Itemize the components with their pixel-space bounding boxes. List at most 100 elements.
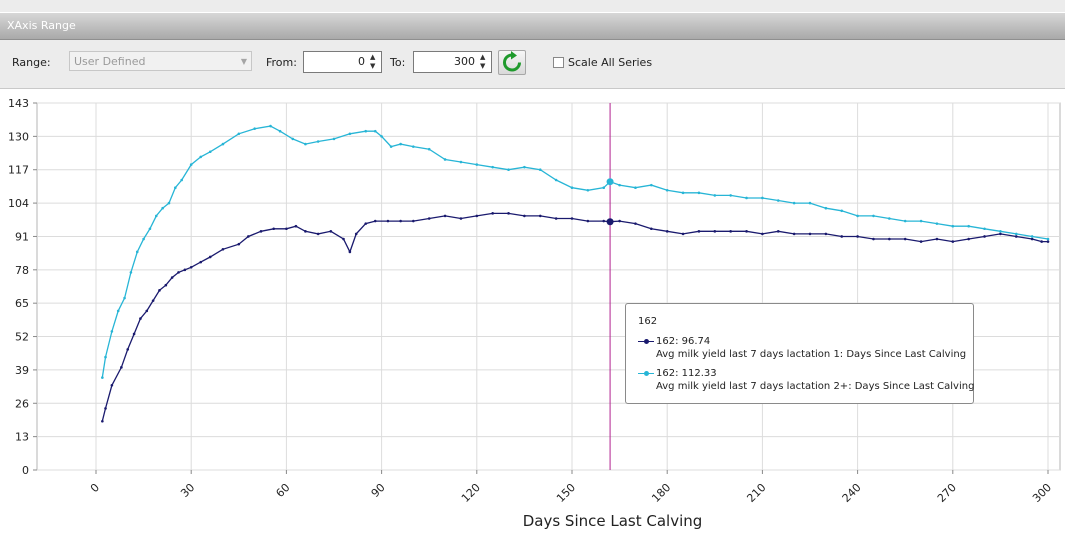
- spin-down-icon[interactable]: ▼: [480, 62, 486, 70]
- series-2-point: [745, 196, 748, 200]
- series-2-point: [808, 201, 812, 205]
- series-1-point: [713, 230, 717, 233]
- series-1-point: [792, 232, 796, 236]
- plot-area: [36, 102, 1061, 471]
- to-spinner-buttons: ▲ ▼: [478, 52, 491, 72]
- series-2-point: [475, 163, 479, 166]
- series-2-point: [142, 237, 145, 241]
- series-2-point: [1030, 235, 1034, 238]
- series-2-point: [665, 188, 669, 192]
- window-top-strip: [0, 0, 1065, 12]
- series-2-point: [570, 186, 574, 189]
- series-2-point: [148, 227, 152, 231]
- scale-all-series-label[interactable]: Scale All Series: [568, 56, 653, 69]
- series-2-point: [459, 160, 463, 164]
- y-tick-label: 13: [15, 431, 29, 444]
- series-2-point: [129, 271, 133, 274]
- series-2-point: [824, 206, 828, 210]
- series-1-point: [145, 309, 149, 313]
- series-2-point: [507, 168, 510, 172]
- refresh-button[interactable]: [498, 50, 526, 75]
- series-1-point: [491, 212, 494, 215]
- series-2-point: [618, 183, 621, 187]
- series-2-marker-icon: [638, 371, 654, 377]
- series-2-point: [208, 150, 212, 154]
- x-tick-label: 60: [273, 481, 292, 500]
- series-2-point: [888, 217, 891, 220]
- series-1-point: [935, 237, 939, 241]
- series-1-point: [164, 283, 168, 287]
- range-select[interactable]: User Defined ▼: [69, 51, 252, 71]
- series-2-point: [412, 145, 415, 148]
- series-1-point: [650, 227, 653, 231]
- series-1-point: [459, 217, 463, 220]
- spin-down-icon[interactable]: ▼: [370, 62, 376, 70]
- series-2-point: [538, 168, 542, 172]
- series-1-point: [586, 219, 590, 223]
- y-tick-label: 26: [15, 397, 29, 410]
- series-1-point: [104, 407, 107, 410]
- series-1-point: [872, 237, 875, 241]
- xaxis-range-toolbar: Range: User Defined ▼ From: 0 ▲ ▼ To: 30…: [0, 40, 1065, 89]
- series-1-point: [285, 227, 288, 231]
- spin-up-icon[interactable]: ▲: [370, 53, 376, 61]
- series-1-point: [808, 232, 812, 236]
- x-tick-label: 270: [935, 481, 959, 505]
- series-2-point: [999, 230, 1002, 233]
- series-1-point: [412, 219, 415, 223]
- series-1-point: [189, 265, 193, 269]
- series-2-point: [154, 214, 158, 218]
- spin-up-icon[interactable]: ▲: [480, 53, 486, 61]
- series-1-point: [272, 227, 276, 231]
- chevron-down-icon: ▼: [240, 57, 247, 66]
- series-1-point: [903, 237, 907, 241]
- series-1-point: [761, 232, 764, 236]
- series-1-point: [1040, 240, 1043, 243]
- series-2-point: [634, 186, 637, 189]
- series-2-point: [491, 165, 494, 169]
- tooltip-value: 162: 96.74: [656, 336, 711, 347]
- y-tick-label: 52: [15, 331, 29, 344]
- tooltip-series-name: Avg milk yield last 7 days lactation 2+:…: [656, 381, 975, 392]
- series-1-point: [967, 237, 970, 241]
- series-2-point: [304, 142, 307, 146]
- series-2-point: [776, 199, 780, 202]
- series-1-point: [170, 276, 174, 279]
- series-2-point: [291, 137, 295, 141]
- scale-all-series-checkbox[interactable]: [553, 57, 564, 68]
- series-1-point: [523, 214, 526, 218]
- series-1-point: [259, 230, 263, 233]
- series-2-point: [316, 140, 320, 143]
- x-tick-label: 240: [840, 481, 864, 505]
- series-2-point: [903, 219, 907, 223]
- series-2-point: [199, 155, 203, 159]
- series-2-line: [101, 125, 1049, 378]
- refresh-icon: [503, 51, 521, 72]
- series-2-point: [269, 124, 272, 128]
- series-1-point: [1014, 235, 1018, 238]
- from-spinner[interactable]: 0 ▲ ▼: [303, 51, 382, 73]
- series-2-point: [221, 142, 225, 146]
- panel-title: XAxis Range: [7, 19, 76, 32]
- series-2-point: [189, 163, 193, 166]
- series-2-point: [713, 194, 717, 197]
- series-2-point: [443, 158, 447, 161]
- series-1-point: [697, 230, 701, 233]
- series-1-point: [386, 219, 390, 223]
- series-2-point: [278, 129, 282, 133]
- series-2-point: [373, 129, 377, 133]
- series-2-point: [389, 145, 393, 148]
- series-2-point: [380, 135, 383, 138]
- series-2-point: [180, 178, 183, 182]
- y-tick-label: 65: [15, 297, 29, 310]
- to-value: 300: [454, 55, 475, 68]
- x-tick-label: 120: [459, 481, 483, 505]
- series-1-point: [221, 247, 225, 251]
- x-tick-label: 90: [369, 481, 388, 500]
- series-2-point: [427, 147, 431, 151]
- to-spinner[interactable]: 300 ▲ ▼: [413, 51, 492, 73]
- series-2-point: [1046, 237, 1050, 241]
- series-1-point: [110, 384, 114, 387]
- series-1-point: [304, 230, 307, 233]
- y-tick-label: 130: [8, 130, 29, 143]
